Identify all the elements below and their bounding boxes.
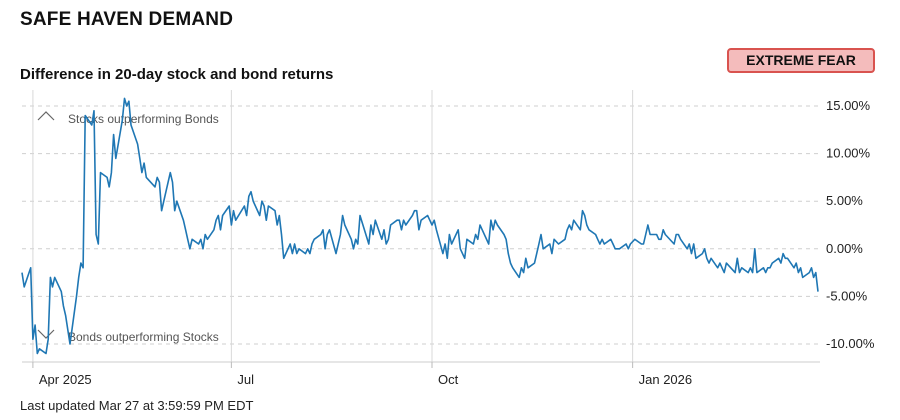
page-title: SAFE HAVEN DEMAND [20, 9, 234, 30]
series-line [21, 97, 819, 355]
y-tick-label: 5.00% [826, 193, 863, 208]
chevron-up-icon [37, 111, 55, 121]
last-updated: Last updated Mar 27 at 3:59:59 PM EDT [20, 398, 254, 413]
annotation-bonds-outperforming: Bonds outperforming Stocks [68, 330, 219, 344]
x-tick-label: Oct [438, 372, 459, 387]
safe-haven-chart: Stocks outperforming Bonds Bonds outperfo… [21, 90, 875, 387]
sentiment-badge: EXTREME FEAR [727, 48, 875, 73]
x-tick-label: Jul [237, 372, 254, 387]
x-tick-label: Jan 2026 [639, 372, 693, 387]
chevron-down-icon [37, 329, 55, 339]
chart-series [21, 97, 819, 355]
y-tick-label: -5.00% [826, 288, 868, 303]
annotation-stocks-outperforming: Stocks outperforming Bonds [68, 112, 219, 126]
y-tick-label: 10.00% [826, 146, 871, 161]
chart-title: Difference in 20-day stock and bond retu… [20, 66, 334, 83]
chart-grid [22, 90, 820, 363]
x-tick-label: Apr 2025 [39, 372, 92, 387]
y-tick-label: 0.00% [826, 241, 863, 256]
y-tick-label: 15.00% [826, 98, 871, 113]
chart-annotations: Stocks outperforming Bonds Bonds outperfo… [37, 111, 219, 344]
x-axis: Apr 2025 Jul Oct Jan 2026 [32, 362, 693, 387]
y-tick-label: -10.00% [826, 336, 875, 351]
y-axis: 15.00% 10.00% 5.00% 0.00% -5.00% -10.00% [826, 98, 875, 351]
